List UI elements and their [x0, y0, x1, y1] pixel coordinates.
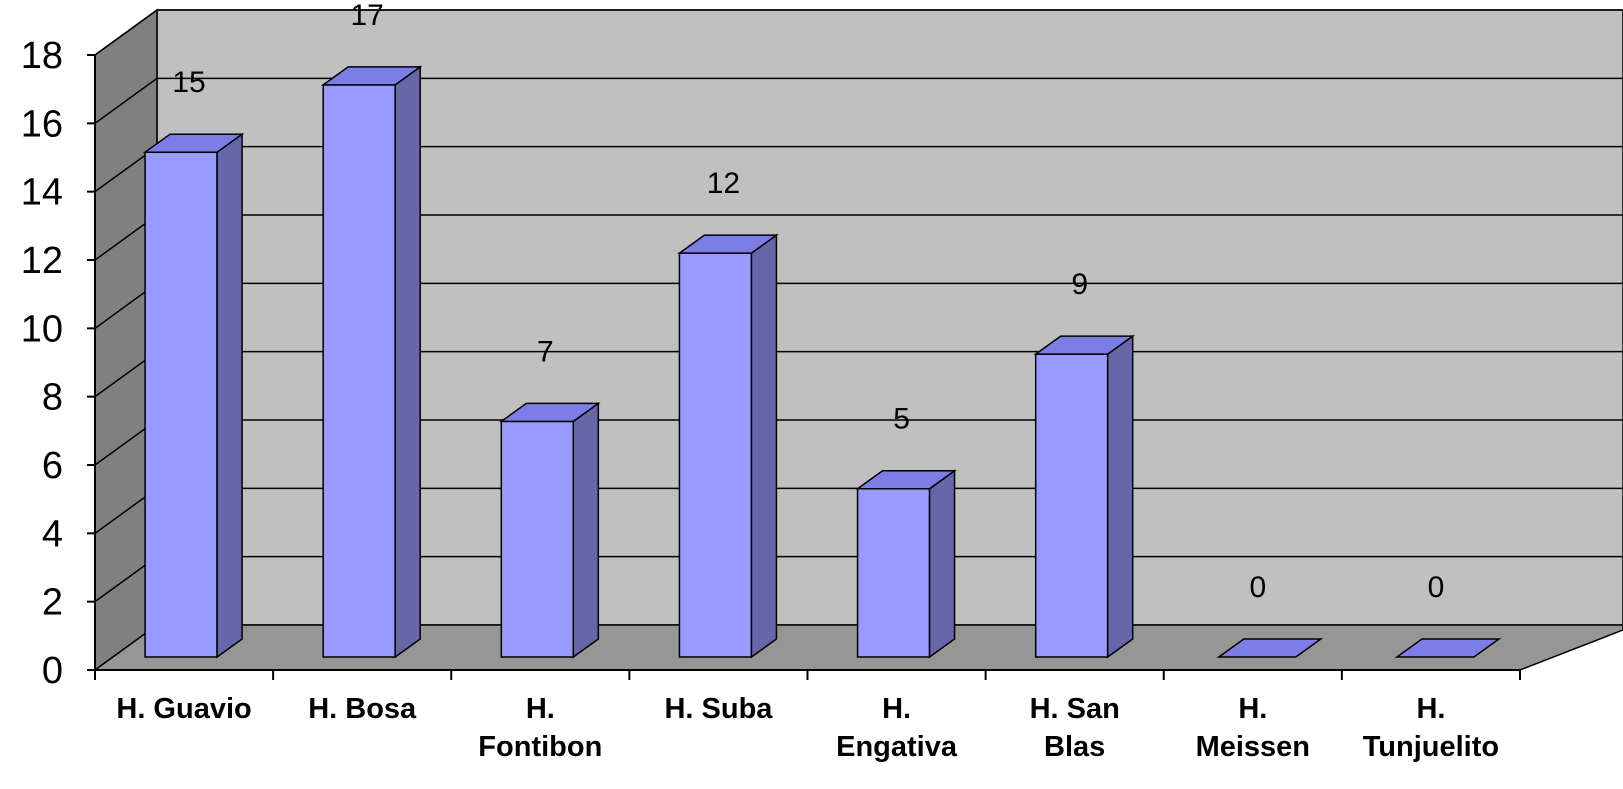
data-label: 0 [1249, 571, 1266, 604]
bar-side [750, 233, 778, 659]
y-tick-label: 6 [42, 445, 63, 487]
bar-front [1034, 353, 1109, 658]
data-label: 0 [1428, 571, 1445, 604]
x-tick-label: Fontibon [478, 731, 602, 763]
y-tick-label: 4 [42, 513, 63, 555]
bar [1216, 638, 1324, 658]
bar-front [678, 252, 753, 658]
bar [320, 65, 423, 659]
bar-top [1216, 638, 1324, 658]
bar-top [320, 66, 423, 86]
bar [677, 233, 779, 659]
x-tick-label: H. [1416, 693, 1445, 725]
data-labels: 15 17 7 12 5 9 0 0 [172, 0, 1444, 604]
bar [1394, 638, 1502, 658]
bar-side [216, 132, 243, 659]
x-tick-label: Meissen [1196, 731, 1310, 763]
gridline [94, 9, 1623, 56]
x-tick-label: Engativa [836, 731, 958, 763]
y-tick-label: 0 [42, 650, 63, 692]
x-tick-label: H. [1238, 693, 1267, 725]
x-tick-label: H. [526, 693, 555, 725]
x-tick-label: H. [882, 693, 911, 725]
y-tick-label: 8 [42, 377, 63, 419]
y-tick-label: 18 [21, 35, 63, 77]
bar-side [928, 469, 956, 659]
bar-top [855, 469, 957, 490]
bar-top [498, 402, 601, 423]
data-label: 12 [707, 167, 740, 200]
x-tick-label: H. Bosa [308, 693, 417, 725]
y-tick-label: 16 [21, 103, 63, 145]
y-tick-label: 14 [21, 172, 63, 214]
bar-front [322, 84, 396, 658]
x-tick-label: H. San [1030, 693, 1120, 725]
y-tick-label: 12 [21, 240, 63, 282]
y-axis-ticks: 0 2 4 6 8 10 12 14 16 18 [21, 35, 63, 692]
bar-front [500, 420, 575, 658]
data-label: 7 [537, 335, 554, 368]
data-label: 5 [893, 403, 910, 436]
data-label: 9 [1071, 268, 1088, 301]
y-tick-label: 2 [42, 582, 63, 624]
x-tick-label: Blas [1044, 731, 1105, 763]
gridline [94, 77, 1623, 124]
x-axis-ticks: H. Guavio H. Bosa H. Fontibon H. Suba H. Engat… [116, 693, 1499, 763]
bars [142, 65, 1502, 659]
data-label: 15 [172, 66, 205, 99]
axes [87, 54, 1521, 680]
x-tick-label: H. Suba [664, 693, 773, 725]
data-label: 17 [351, 0, 384, 32]
y-tick-label: 10 [21, 308, 63, 350]
x-tick-label: H. Guavio [116, 693, 251, 725]
bar-top [677, 234, 779, 254]
bar [1033, 334, 1136, 659]
bar-top [142, 133, 245, 153]
bar-front [144, 151, 218, 658]
bar-front [856, 487, 931, 658]
bar [142, 132, 245, 659]
bar-side [394, 65, 421, 659]
bar-top [1033, 335, 1136, 355]
bar-top [1394, 638, 1502, 658]
x-tick-label: Tunjuelito [1363, 731, 1499, 763]
bar [855, 469, 957, 659]
bar-side [572, 401, 600, 659]
bar-side [1106, 334, 1134, 659]
bar [498, 401, 601, 659]
